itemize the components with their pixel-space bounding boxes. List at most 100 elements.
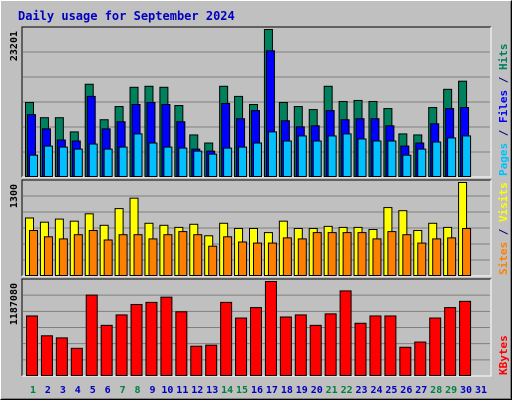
bar xyxy=(175,311,188,376)
bar xyxy=(279,316,292,376)
bar xyxy=(160,296,173,376)
bar xyxy=(387,140,397,177)
bar xyxy=(193,234,203,276)
bar xyxy=(145,301,158,376)
y-tick-label: 1300 xyxy=(9,184,20,208)
bar xyxy=(282,237,292,277)
bar xyxy=(29,154,38,178)
x-tick-label: 17 xyxy=(266,385,278,396)
legend: Sites / Visits xyxy=(497,182,510,275)
x-tick-label: 18 xyxy=(281,385,293,396)
legend-entry: Hits xyxy=(497,44,510,71)
x-tick-label: 4 xyxy=(75,385,81,396)
bar xyxy=(130,303,143,376)
bar xyxy=(148,238,158,276)
bar xyxy=(163,234,173,276)
bar xyxy=(369,315,382,377)
x-tick-label: 26 xyxy=(400,385,412,396)
legend-entry: Visits xyxy=(497,182,510,222)
x-tick-label: 13 xyxy=(206,385,218,396)
legend-separator: / xyxy=(497,123,510,143)
x-tick-label: 2 xyxy=(45,385,51,396)
bar xyxy=(103,148,113,178)
bar xyxy=(133,133,143,177)
bar xyxy=(459,300,472,377)
x-tick-label: 23 xyxy=(356,385,368,396)
bar xyxy=(55,337,68,376)
plot-border-dark xyxy=(21,278,491,376)
bar xyxy=(429,317,442,376)
bar xyxy=(235,317,248,376)
x-tick-label: 15 xyxy=(236,385,248,396)
x-tick-label: 22 xyxy=(341,385,353,396)
bar xyxy=(327,232,337,277)
bar xyxy=(133,234,143,276)
bar xyxy=(178,147,188,178)
bar xyxy=(73,234,83,276)
bar xyxy=(220,301,233,376)
bar xyxy=(327,135,337,177)
x-tick-label: 21 xyxy=(326,385,338,396)
chart-title: Daily usage for September 2024 xyxy=(18,9,235,23)
x-tick-label: 3 xyxy=(60,385,66,396)
x-tick-label: 28 xyxy=(430,385,442,396)
bar xyxy=(264,281,277,376)
bar xyxy=(163,146,173,178)
bar xyxy=(223,147,233,178)
bar xyxy=(444,307,457,376)
bar xyxy=(417,148,427,178)
bar xyxy=(208,245,218,277)
bar xyxy=(26,315,38,377)
plot-border-dark xyxy=(21,26,491,177)
bar xyxy=(447,237,457,277)
x-tick-label: 14 xyxy=(221,385,233,396)
x-tick-label: 11 xyxy=(176,385,188,396)
bar xyxy=(339,290,352,377)
x-tick-label: 9 xyxy=(149,385,155,396)
bar xyxy=(357,232,367,277)
bar xyxy=(223,236,233,276)
bar xyxy=(43,145,53,178)
plot-border-light xyxy=(22,279,492,377)
y-tick-label: 1187080 xyxy=(9,283,20,325)
x-tick-label: 7 xyxy=(120,385,126,396)
bar xyxy=(115,314,128,377)
x-tick-label: 16 xyxy=(251,385,263,396)
bar xyxy=(294,314,307,377)
bar xyxy=(462,227,472,276)
x-tick-label: 5 xyxy=(90,385,96,396)
bar xyxy=(58,146,68,178)
x-tick-label: 24 xyxy=(370,385,382,396)
x-tick-label: 30 xyxy=(460,385,472,396)
bar xyxy=(402,234,412,276)
bar xyxy=(208,153,218,178)
bar xyxy=(312,140,322,177)
plot-border-dark xyxy=(21,179,491,276)
bar xyxy=(372,238,382,276)
bar xyxy=(43,236,53,276)
bar xyxy=(297,135,307,177)
bar xyxy=(253,142,262,177)
bar xyxy=(40,335,53,376)
x-tick-label: 31 xyxy=(475,385,487,396)
bar xyxy=(267,242,277,276)
x-tick-label: 8 xyxy=(135,385,141,396)
bar xyxy=(414,341,427,376)
x-tick-label: 20 xyxy=(311,385,323,396)
x-tick-label: 6 xyxy=(105,385,111,396)
x-tick-label: 1 xyxy=(30,385,36,396)
bar xyxy=(118,234,128,276)
x-tick-label: 25 xyxy=(385,385,397,396)
bar xyxy=(297,238,307,276)
bar xyxy=(205,344,218,376)
x-tick-label: 29 xyxy=(445,385,457,396)
bar xyxy=(253,242,262,276)
x-tick-label: 19 xyxy=(296,385,308,396)
bar xyxy=(238,241,248,276)
y-tick-label: 23201 xyxy=(9,31,20,61)
legend-entry: Files xyxy=(497,90,510,123)
bar xyxy=(309,324,322,377)
bar xyxy=(118,146,128,178)
